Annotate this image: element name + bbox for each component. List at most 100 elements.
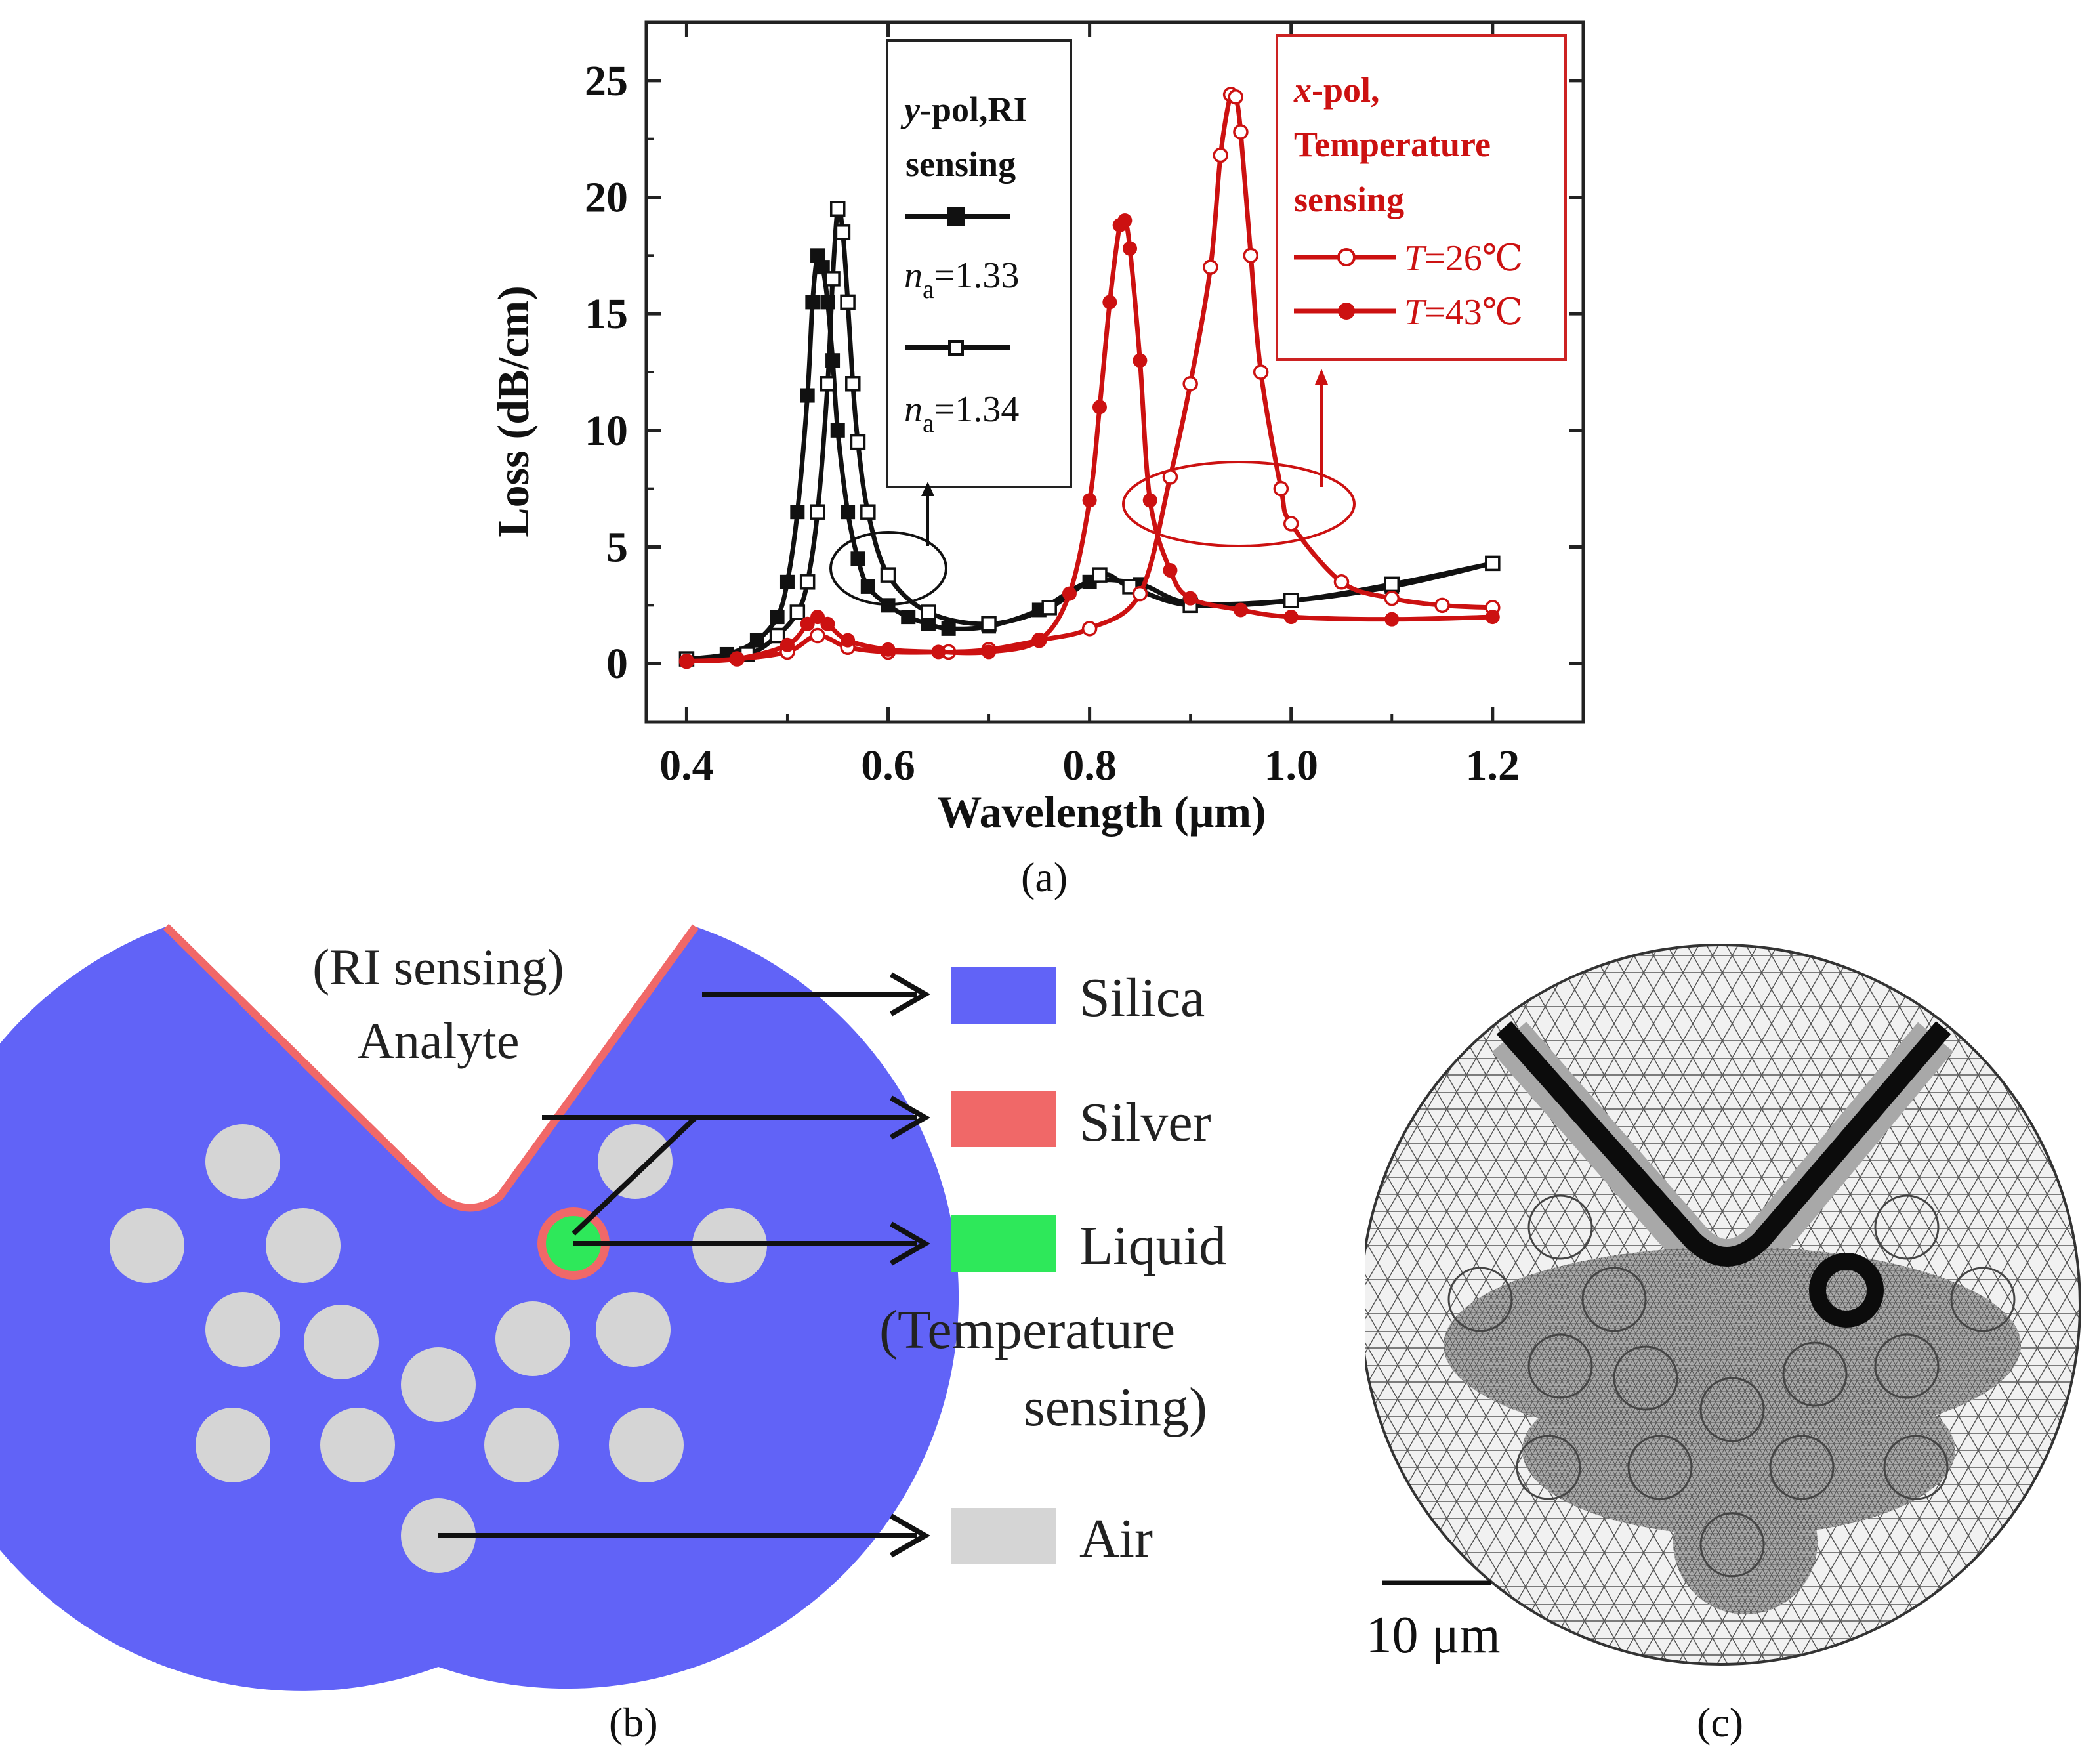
fem-mesh: 10 μm [1365, 944, 2081, 1666]
mesh-liquid-ring [1809, 1253, 1884, 1328]
data-point [825, 271, 841, 287]
svg-text:x-pol,: x-pol, [1293, 70, 1380, 110]
data-point [1092, 567, 1108, 583]
data-point [1142, 493, 1157, 508]
x-tick-label: 1.2 [1466, 742, 1520, 789]
legend-swatch-silver [951, 1091, 1056, 1147]
scale-bar-label: 10 μm [1365, 1606, 1500, 1664]
legend-label-sensing: sensing) [1024, 1377, 1207, 1438]
legend-entry-na133: na=1.33 [904, 255, 1019, 304]
data-point [749, 633, 764, 648]
series-layer [678, 87, 1501, 669]
data-point [810, 248, 825, 263]
data-point [810, 504, 825, 520]
data-point [829, 201, 846, 217]
data-point [820, 376, 836, 392]
data-point [1233, 124, 1249, 140]
legend-y-pol-title-line2: sensing [905, 144, 1016, 184]
data-point [880, 567, 896, 583]
y-tick-label: 10 [585, 407, 628, 455]
mesh-hole-outlines [1447, 1194, 2016, 1578]
analyte-label-line1: (RI sensing) [312, 938, 564, 996]
legend-swatch-air [951, 1508, 1056, 1564]
data-point [982, 644, 997, 660]
data-point [679, 654, 694, 669]
data-point [841, 505, 856, 520]
y-tick-label: 20 [585, 174, 628, 222]
data-point [1122, 579, 1138, 595]
data-point [981, 616, 997, 632]
data-point [1117, 213, 1133, 228]
data-point [1233, 602, 1248, 618]
data-point [901, 610, 916, 625]
data-point [1123, 241, 1138, 256]
data-point [1283, 610, 1299, 625]
data-point [1283, 593, 1299, 608]
data-point [789, 604, 806, 620]
data-point [1384, 576, 1400, 593]
data-point [810, 610, 825, 625]
analyte-label-line2: Analyte [358, 1012, 520, 1069]
data-point [1081, 621, 1098, 637]
data-point [810, 627, 825, 644]
data-point [1041, 600, 1057, 616]
data-point [1384, 612, 1400, 627]
legend-swatch-liquid [951, 1215, 1056, 1272]
legend-x-pol-title-rest: -pol, [1312, 70, 1380, 110]
series-line-1 [686, 204, 1493, 662]
data-point [1182, 376, 1198, 392]
mesh-silver-groove [1496, 1021, 1951, 1267]
data-point [841, 633, 856, 648]
data-point [769, 627, 785, 644]
data-point [800, 388, 815, 403]
data-point [835, 224, 851, 240]
fiber-cross-section: (RI sensing) Analyte Silica Silver Liqui… [0, 923, 1226, 1691]
data-point [931, 644, 946, 660]
data-point [850, 434, 866, 450]
x-tick-label: 0.6 [861, 742, 915, 789]
legend-entry-t43: T=43℃ [1404, 292, 1523, 333]
legend-entry-t26: T=26℃ [1404, 238, 1523, 279]
data-point [805, 295, 820, 310]
legend-x-pol: x-pol, Temperature sensing T=26℃ T=43℃ [1276, 34, 1567, 361]
legend-y-pol: y-pol,RI sensing na=1.33 na=1.34 [886, 39, 1072, 488]
data-point [1228, 89, 1244, 105]
legend-swatch-silica [951, 967, 1056, 1024]
x-tick-label: 0.4 [659, 742, 714, 789]
data-point [840, 294, 856, 310]
data-point [1082, 493, 1097, 508]
y-tick-label: 0 [606, 640, 628, 688]
data-point [921, 604, 936, 620]
data-point [1243, 247, 1259, 264]
data-point [779, 574, 795, 589]
data-point [770, 610, 785, 625]
legend-x-pol-title-line3: sensing [1294, 180, 1404, 219]
data-point [860, 504, 876, 520]
panel-label-a: (a) [1021, 854, 1068, 900]
y-tick-label: 25 [585, 57, 628, 105]
data-point [1133, 353, 1148, 368]
y-tick-label: 15 [585, 290, 628, 338]
silver-coating [163, 923, 699, 1212]
data-point [1485, 610, 1500, 625]
data-point [1031, 633, 1047, 648]
data-point [921, 616, 936, 631]
data-point [1253, 364, 1269, 380]
data-point [1333, 574, 1350, 590]
legend-y-pol-title-italic: y [900, 90, 921, 129]
legend-label-silica: Silica [1079, 967, 1205, 1028]
data-point [1384, 590, 1400, 606]
y-axis-label: Loss (dB/cm) [488, 285, 538, 537]
data-point [1485, 555, 1501, 572]
data-point [800, 616, 815, 631]
legend-label-liquid: Liquid [1079, 1215, 1226, 1276]
data-point [1062, 586, 1077, 601]
legend-x-pol-title-line2: Temperature [1294, 125, 1491, 164]
data-point [1273, 480, 1289, 497]
panel-label-b: (b) [609, 1699, 658, 1746]
data-point [1213, 147, 1228, 163]
data-point [1434, 597, 1450, 614]
data-point [1102, 295, 1117, 310]
data-point [815, 260, 830, 275]
data-point [941, 621, 956, 636]
